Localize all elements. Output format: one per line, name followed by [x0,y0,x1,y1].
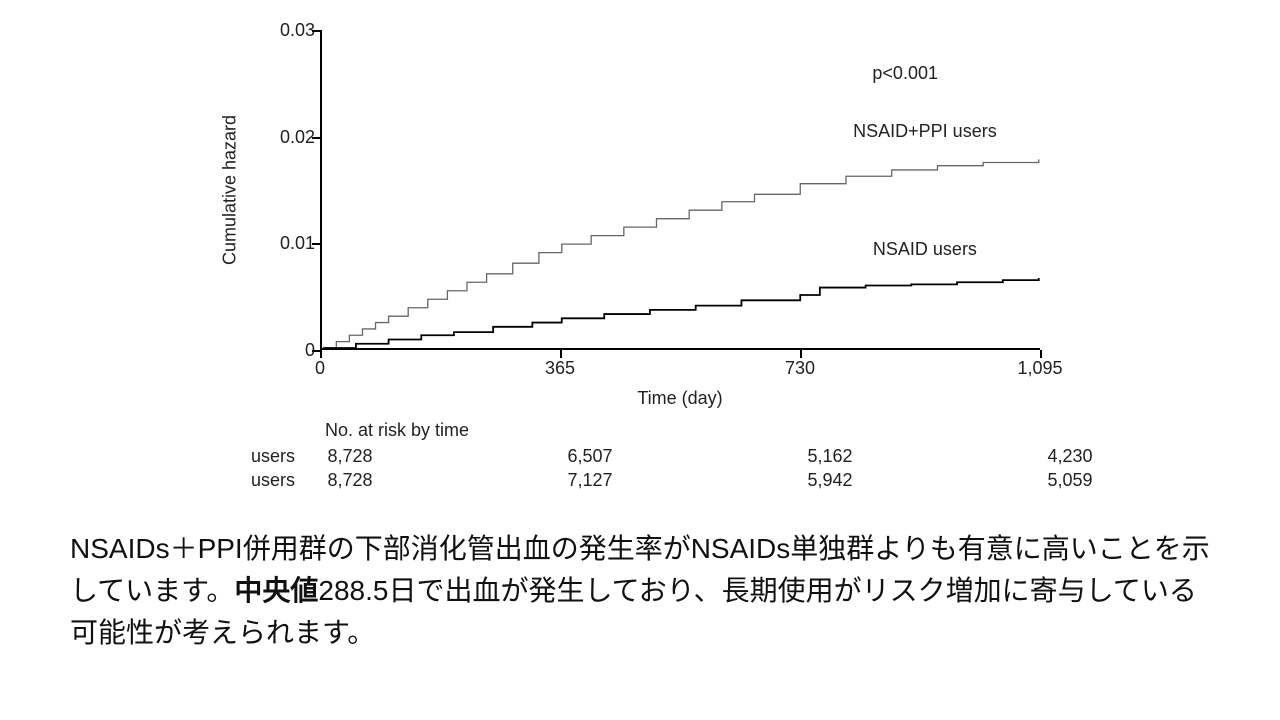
y-tick: 0.03 [270,20,315,41]
y-tick: 0.02 [270,127,315,148]
at-risk-cell: 6,507 [567,446,612,467]
y-tick-mark [312,30,320,32]
x-tick: 1,095 [1017,358,1062,379]
y-tick-mark [312,243,320,245]
x-axis-label: Time (day) [637,388,722,409]
at-risk-cell: 8,728 [327,446,372,467]
y-axis-label: Cumulative hazard [220,115,241,265]
x-tick-mark [800,350,802,358]
at-risk-cell: 5,942 [807,470,852,491]
y-tick-mark [312,137,320,139]
at-risk-cell: 8,728 [327,470,372,491]
caption-text: NSAIDs＋PPI併用群の下部消化管出血の発生率がNSAIDs単独群よりも有意… [70,528,1210,654]
x-tick: 365 [545,358,575,379]
at-risk-cell: 4,230 [1047,446,1092,467]
series-label-nsaid-ppi: NSAID+PPI users [853,121,997,142]
at-risk-row: users8,7287,1275,9425,059 [200,470,1080,494]
x-tick: 0 [315,358,325,379]
at-risk-cell: 5,059 [1047,470,1092,491]
at-risk-cell: 5,162 [807,446,852,467]
at-risk-row: users8,7286,5075,1624,230 [200,446,1080,470]
series-label-nsaid: NSAID users [873,239,977,260]
x-tick: 730 [785,358,815,379]
x-tick-mark [1040,350,1042,358]
at-risk-row-label: users [210,470,295,491]
at-risk-row-label: users [210,446,295,467]
at-risk-title: No. at risk by time [325,420,469,441]
y-tick-mark [312,350,320,352]
x-tick-mark [560,350,562,358]
x-tick-mark [320,350,322,358]
at-risk-cell: 7,127 [567,470,612,491]
p-value: p<0.001 [872,63,938,84]
caption-seg2: 中央値 [234,575,318,606]
hazard-chart: Cumulative hazard Time (day) p<0.001 NSA… [200,10,1080,460]
y-tick: 0 [270,340,315,361]
y-tick: 0.01 [270,233,315,254]
